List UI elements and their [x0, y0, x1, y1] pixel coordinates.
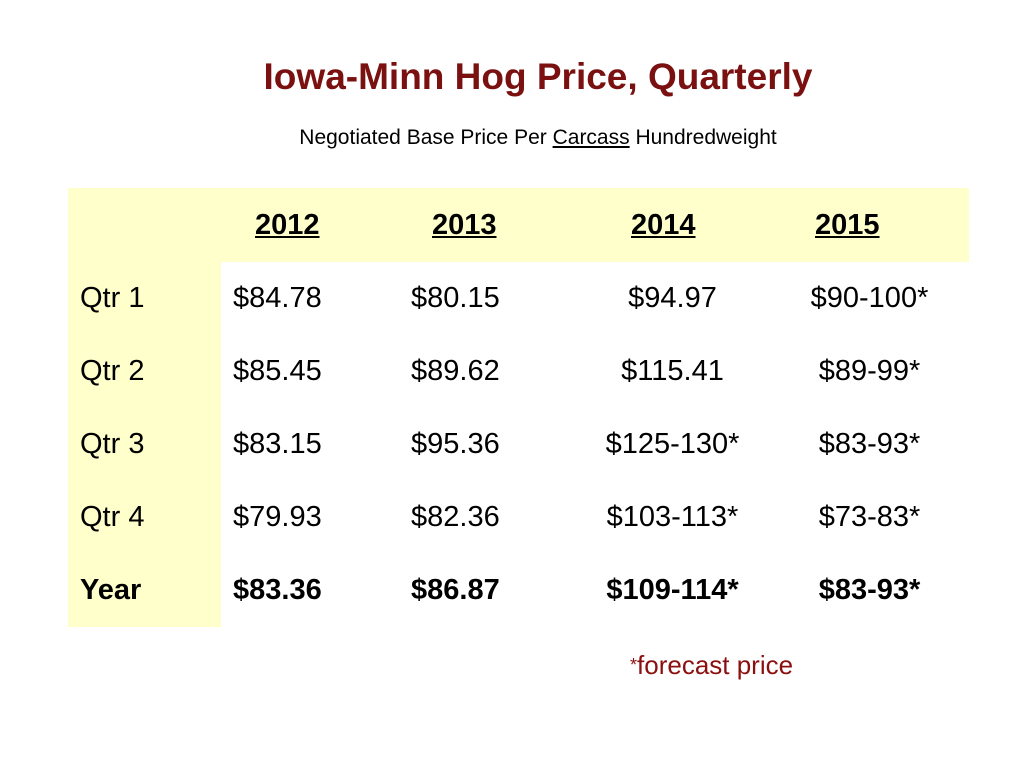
- table-row-qtr2: Qtr 2 $85.45 $89.62 $115.41 $89-99*: [68, 335, 969, 408]
- row-label: Year: [68, 554, 221, 627]
- footnote-text: forecast price: [637, 650, 794, 680]
- table-row-qtr1: Qtr 1 $84.78 $80.15 $94.97 $90-100*: [68, 262, 969, 335]
- row-label: Qtr 4: [68, 481, 221, 554]
- cell-2015-forecast: $89-99*: [818, 355, 921, 387]
- cell-2013: $80.15: [411, 282, 500, 314]
- row-label: Qtr 3: [68, 408, 221, 481]
- row-label: Qtr 1: [68, 262, 221, 335]
- header-corner: [68, 188, 221, 262]
- cell-2015-forecast: $73-83*: [818, 501, 921, 533]
- footnote-star: *: [630, 655, 638, 675]
- cell-2012: $79.93: [233, 501, 322, 533]
- cell-2012: $83.36: [233, 574, 322, 606]
- table-row-qtr4: Qtr 4 $79.93 $82.36 $103-113* $73-83*: [68, 481, 969, 554]
- cell-2015-forecast: $83-93*: [818, 574, 921, 606]
- cell-2014-forecast: $103-113*: [606, 501, 739, 533]
- year-header-2015: 2015: [815, 208, 880, 241]
- subtitle-prefix: Negotiated Base Price Per: [299, 126, 553, 149]
- year-header-2013: 2013: [432, 208, 497, 241]
- cell-2012: $83.15: [233, 428, 322, 460]
- year-header-2012: 2012: [255, 208, 320, 241]
- header-row: 2012 2013 2014 2015: [68, 188, 969, 262]
- table-row-qtr3: Qtr 3 $83.15 $95.36 $125-130* $83-93*: [68, 408, 969, 481]
- cell-2013: $82.36: [411, 501, 500, 533]
- subtitle: Negotiated Base Price Per Carcass Hundre…: [0, 126, 1024, 150]
- table-row-year: Year $83.36 $86.87 $109-114* $83-93*: [68, 554, 969, 627]
- cell-2013: $95.36: [411, 428, 500, 460]
- page-title: Iowa-Minn Hog Price, Quarterly: [263, 56, 813, 97]
- subtitle-underlined: Carcass: [552, 126, 630, 149]
- cell-2013: $89.62: [411, 355, 500, 387]
- cell-2012: $85.45: [233, 355, 322, 387]
- cell-2014: $115.41: [621, 355, 724, 387]
- year-header-2014: 2014: [631, 208, 696, 241]
- cell-2015-forecast: $83-93*: [818, 428, 921, 460]
- cell-2014-forecast: $125-130*: [605, 428, 740, 460]
- row-label: Qtr 2: [68, 335, 221, 408]
- subtitle-suffix: Hundredweight: [629, 126, 777, 149]
- footnote: *forecast price: [630, 650, 793, 681]
- cell-2015-forecast: $90-100*: [810, 282, 929, 314]
- cell-2014: $94.97: [628, 282, 717, 314]
- price-table: 2012 2013 2014 2015 Qtr 1 $84.78 $80.15 …: [68, 188, 969, 627]
- cell-2014-forecast: $109-114*: [606, 574, 739, 606]
- cell-2013: $86.87: [411, 574, 500, 606]
- cell-2012: $84.78: [233, 282, 322, 314]
